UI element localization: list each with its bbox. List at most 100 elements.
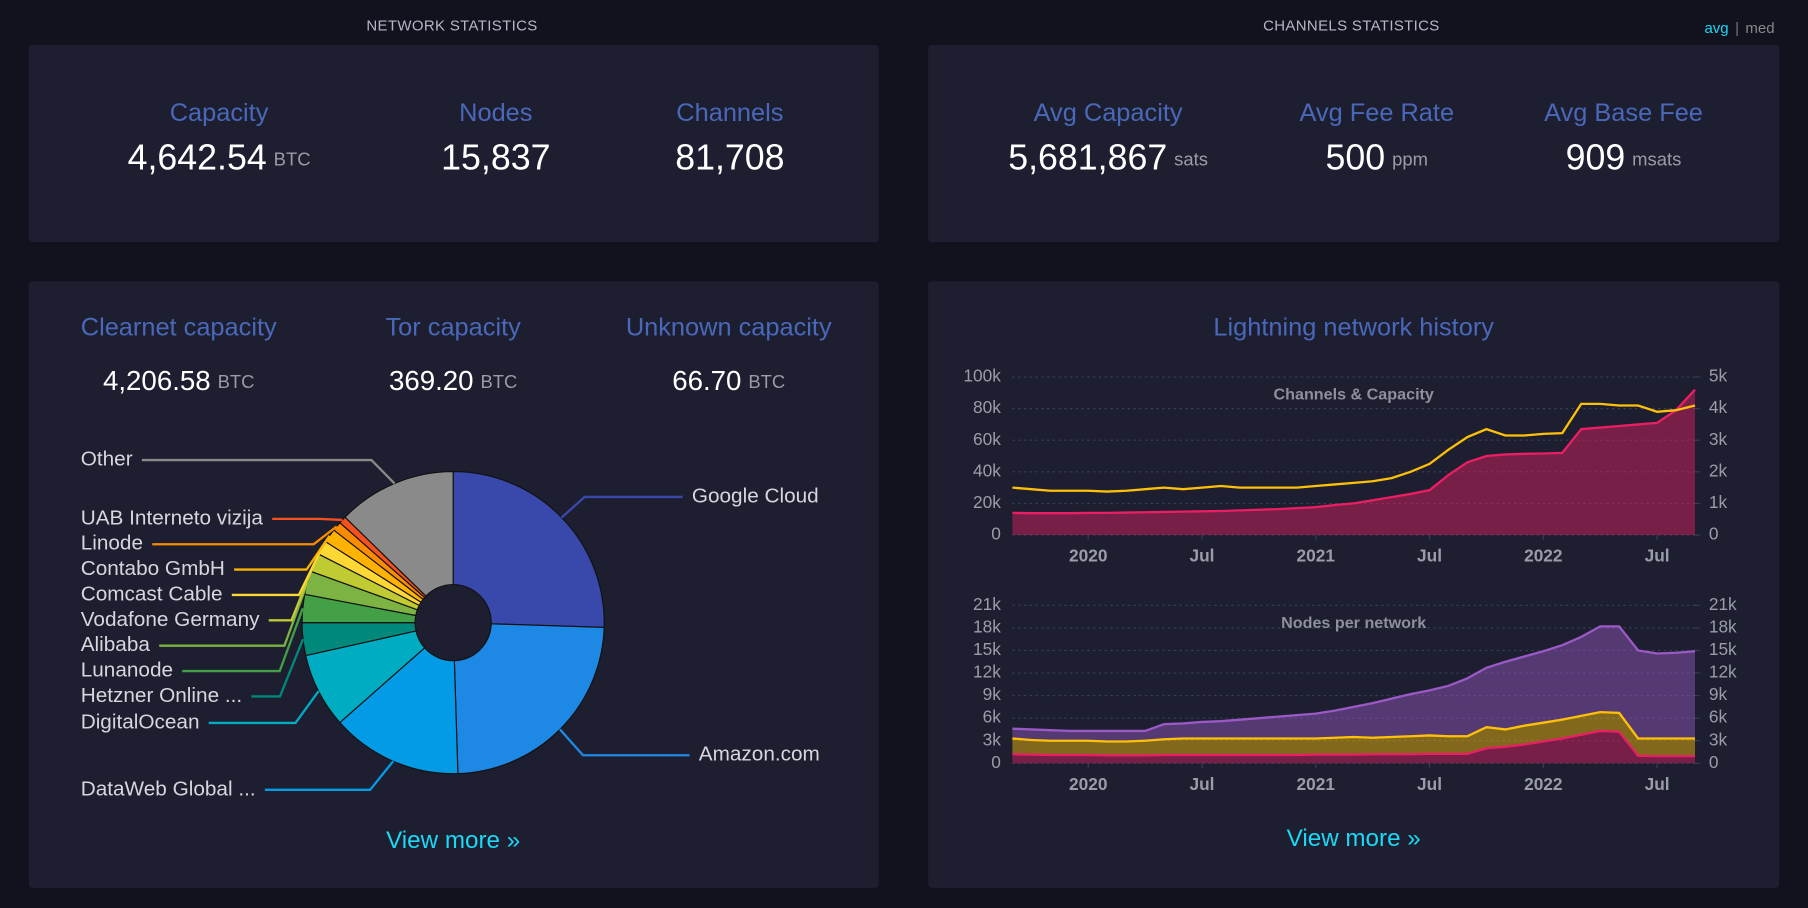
pie-label: Google Cloud [692, 484, 819, 507]
leader-line [231, 547, 323, 597]
x-tick-label: Jul [1417, 545, 1442, 565]
pie-slice [339, 646, 459, 775]
pie-label: Linode [81, 532, 143, 555]
leader-line [559, 728, 690, 757]
pie-label: Vodafone Germany [81, 608, 260, 631]
y-tick-label: 15k [1709, 639, 1737, 659]
area-fill [1012, 626, 1695, 742]
y-tick-label: 0 [1709, 524, 1719, 544]
area-fill [1012, 389, 1695, 535]
stat-label: Avg Capacity [1034, 99, 1183, 127]
stat-value: 369.20 BTC [389, 365, 517, 396]
stat-unit: BTC [480, 371, 517, 392]
stat-unit: ppm [1392, 148, 1428, 169]
pie-label: Amazon.com [699, 743, 820, 766]
pie-label: Contabo GmbH [81, 557, 225, 580]
series-line [1012, 710, 1695, 743]
stat-unit: BTC [274, 148, 311, 169]
leader-line [182, 608, 304, 673]
pie-slice [453, 623, 605, 775]
leader-line [208, 690, 320, 725]
y-tick-label: 4k [1709, 397, 1728, 417]
panel [928, 281, 1780, 888]
series-line [1012, 729, 1695, 758]
y-tick-label: 3k [983, 729, 1002, 749]
pie-label: Comcast Cable [81, 582, 223, 605]
toggle-option[interactable]: med [1745, 20, 1774, 37]
stat-unit: BTC [218, 371, 255, 392]
stat-number: 15,837 [441, 138, 550, 178]
leader-line [159, 582, 309, 647]
stat-number: 4,206.58 [103, 365, 211, 396]
panel [28, 44, 879, 243]
pie-label: Alibaba [81, 633, 151, 656]
stat-value: 500 ppm [1326, 138, 1428, 178]
y-tick-label: 18k [1709, 616, 1737, 636]
pie-label: Other [81, 448, 133, 471]
leader-line [268, 562, 316, 622]
y-tick-label: 20k [973, 492, 1001, 512]
y-tick-label: 6k [1709, 707, 1728, 727]
y-tick-label: 12k [1709, 662, 1737, 682]
y-tick-label: 12k [973, 662, 1001, 682]
y-tick-label: 15k [973, 639, 1001, 659]
stat-label: Tor capacity [385, 313, 521, 341]
view-more-link[interactable]: View more » [386, 827, 520, 854]
stat-number: 4,642.54 [128, 138, 267, 178]
stat-value: 5,681,867 sats [1008, 138, 1208, 178]
y-tick-label: 1k [1709, 492, 1728, 512]
stat-value: 4,206.58 BTC [103, 365, 254, 396]
stat-number: 66.70 [672, 365, 741, 396]
series-line [1012, 402, 1696, 493]
stat-value: 4,642.54 BTC [128, 138, 311, 178]
x-tick-label: Jul [1190, 545, 1215, 565]
chart-title: Lightning network history [1213, 313, 1494, 341]
pie-label: Hetzner Online ... [81, 684, 242, 707]
y-tick-label: 21k [973, 594, 1001, 614]
section-title: CHANNELS STATISTICS [1263, 17, 1440, 34]
y-tick-label: 80k [973, 397, 1001, 417]
pie-label: UAB Interneto vizija [81, 506, 264, 529]
y-tick-label: 40k [973, 460, 1001, 480]
x-tick-label: Jul [1645, 774, 1670, 794]
y-tick-label: 3k [1709, 729, 1728, 749]
pie-label: Lunanode [81, 659, 173, 682]
x-tick-label: 2022 [1524, 545, 1562, 565]
leader-line [234, 535, 331, 571]
stat-number: 500 [1326, 138, 1386, 178]
y-tick-label: 100k [963, 366, 1001, 386]
toggle-option[interactable]: avg [1704, 20, 1728, 37]
y-tick-label: 0 [1709, 752, 1719, 772]
stat-unit: msats [1632, 148, 1681, 169]
x-tick-label: Jul [1645, 545, 1670, 565]
y-tick-label: 0 [991, 752, 1001, 772]
stat-label: Nodes [459, 99, 532, 127]
stat-label: Unknown capacity [626, 313, 832, 341]
leader-line [272, 517, 343, 522]
toggle-separator: | [1735, 20, 1739, 37]
x-tick-label: Jul [1190, 774, 1215, 794]
stat-value: 15,837 [441, 138, 550, 178]
chart-subtitle: Channels & Capacity [1273, 386, 1433, 404]
stat-label: Capacity [170, 99, 269, 127]
series-line [1012, 388, 1696, 515]
x-tick-label: 2020 [1069, 545, 1107, 565]
y-tick-label: 5k [1709, 366, 1728, 386]
pie-slice [344, 471, 454, 597]
x-tick-label: 2020 [1069, 774, 1107, 794]
leader-line [141, 458, 396, 485]
stat-number: 369.20 [389, 365, 474, 396]
stat-label: Channels [676, 99, 783, 127]
stat-label: Clearnet capacity [81, 313, 277, 341]
leader-line [560, 495, 683, 519]
stat-value: 81,708 [675, 138, 784, 178]
y-tick-label: 9k [983, 684, 1002, 704]
view-more-link[interactable]: View more » [1287, 825, 1421, 852]
series-line [1012, 625, 1696, 733]
area-fill [1012, 712, 1695, 757]
x-tick-label: 2022 [1524, 774, 1562, 794]
y-tick-label: 2k [1709, 460, 1728, 480]
stat-number: 909 [1566, 138, 1626, 178]
chart-subtitle: Nodes per network [1281, 614, 1426, 632]
